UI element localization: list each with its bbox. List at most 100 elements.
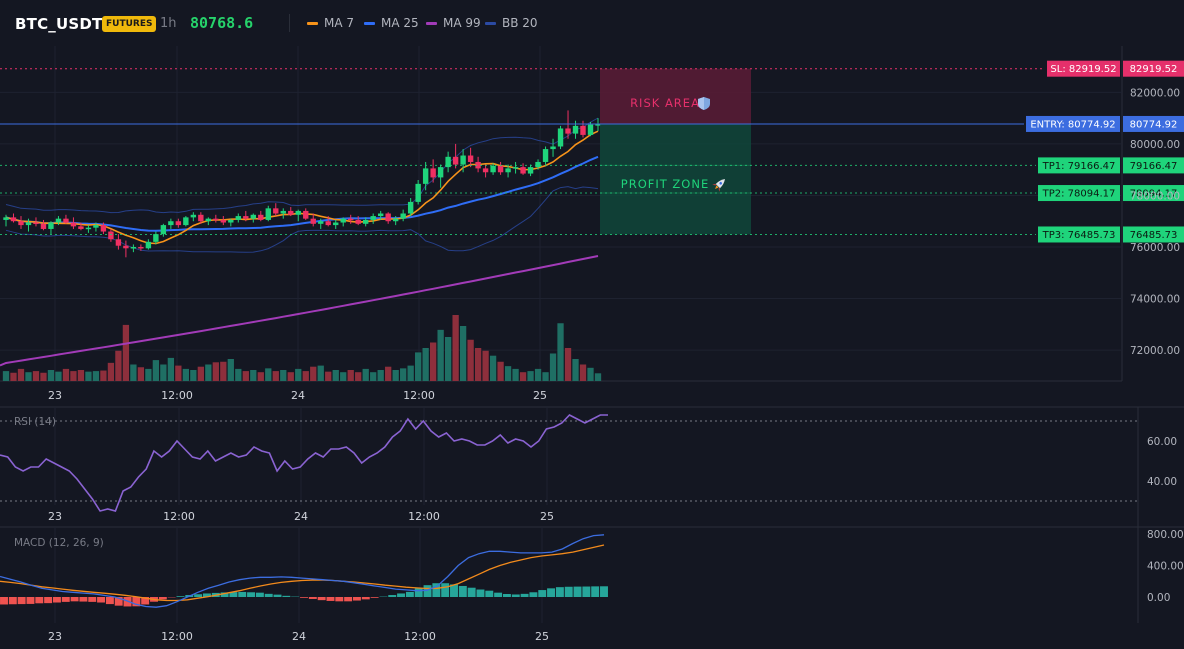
volume-bar: [250, 370, 257, 381]
volume-bar: [549, 353, 557, 381]
candle-body: [467, 155, 474, 162]
macd-hist-bar: [35, 597, 44, 604]
ma7-swatch-icon: [307, 21, 318, 25]
time-axis-macd[interactable]: 23 12:00 24 12:00 25: [48, 630, 549, 643]
tp3-tag[interactable]: TP3: 76485.73 76485.73: [1038, 226, 1184, 243]
time-tick: 24: [291, 389, 305, 402]
volume-bar: [122, 324, 130, 381]
macd-signal-line: [0, 544, 605, 602]
candle-body: [580, 125, 586, 135]
volume-bar: [527, 371, 534, 381]
macd-hist-bar: [326, 597, 335, 601]
volume-bar: [444, 337, 452, 381]
candle-body: [407, 201, 414, 214]
shield-icon: [698, 97, 710, 110]
volume-bar: [489, 355, 497, 381]
volume-bar: [25, 372, 32, 381]
tp2-tag[interactable]: TP2: 78094.17 78094.17: [1038, 185, 1184, 202]
macd-hist-bar: [538, 590, 547, 597]
candle-body: [40, 223, 47, 229]
macd-hist-bar: [547, 588, 556, 597]
tp1-tag[interactable]: TP1: 79166.47 79166.47: [1038, 157, 1184, 174]
legend-bb20[interactable]: BB 20: [485, 15, 538, 31]
legend-ma99[interactable]: MA 99: [426, 15, 481, 31]
time-tick: 12:00: [161, 630, 193, 643]
volume-bar: [295, 368, 302, 381]
sl-price: 82919.52: [1130, 64, 1178, 75]
entry-tag[interactable]: ENTRY: 80774.92 80774.92: [1026, 115, 1184, 132]
volume-bar: [534, 368, 542, 381]
time-axis-rsi[interactable]: 23 12:00 24 12:00 25: [48, 510, 554, 523]
macd-signal-path: [0, 544, 605, 602]
macd-hist-bar: [52, 597, 61, 603]
price-axis[interactable]: 82000.00 80000.00 78000.00 76000.00 7400…: [1130, 87, 1180, 357]
candle-body: [280, 210, 286, 214]
futures-badge: FUTURES: [102, 16, 157, 32]
volume-bar: [407, 365, 414, 381]
volume-bar: [317, 365, 324, 381]
macd-hist-bar: [502, 594, 511, 597]
candle-body: [520, 167, 526, 174]
volume-bar: [579, 364, 587, 381]
volume-bar: [115, 350, 122, 381]
candle-body: [213, 218, 219, 221]
volume-bar: [100, 370, 107, 381]
candle-body: [497, 165, 504, 173]
macd-hist-bar: [44, 597, 53, 604]
candle-body: [228, 219, 234, 223]
interval-label[interactable]: 1h: [160, 16, 177, 31]
macd-hist-bar: [273, 594, 282, 597]
macd-pane[interactable]: MACD (12, 26, 9) 800.00 400.00 0.00: [0, 529, 1184, 608]
macd-hist-bar: [397, 593, 406, 597]
macd-title: MACD (12, 26, 9): [14, 537, 104, 549]
macd-hist-bar: [220, 592, 229, 597]
macd-hist-bar: [141, 597, 150, 605]
sl-tag[interactable]: SL: 82919.52 82919.52: [1047, 60, 1184, 77]
last-price: 80768.6: [190, 14, 254, 32]
ma25-line: [5, 155, 599, 232]
macd-hist-bar: [423, 585, 432, 597]
tp2-label-box: [1038, 185, 1120, 202]
tp1-label-box: [1038, 157, 1120, 174]
rocket-icon: [712, 179, 725, 192]
volume-bar: [415, 352, 422, 381]
volume-bar: [107, 362, 115, 381]
bb-lower-line: [5, 186, 599, 253]
rsi-tick: 40.00: [1147, 476, 1177, 488]
macd-hist-bar: [441, 583, 450, 597]
macd-hist-bar: [158, 597, 167, 600]
candle-body: [595, 124, 601, 126]
legend-ma25[interactable]: MA 25: [364, 15, 419, 31]
time-tick: 12:00: [403, 389, 435, 402]
candle-body: [78, 226, 84, 229]
time-tick: 25: [535, 630, 549, 643]
macd-hist-bar: [361, 597, 370, 600]
macd-hist-bar: [61, 597, 70, 602]
candle-body: [18, 221, 24, 226]
volume-bar: [519, 372, 527, 381]
tp1-label: TP1: 79166.47: [1042, 161, 1116, 172]
candle-body: [512, 167, 519, 169]
time-axis-main[interactable]: 23 12:00 24 12:00 25: [48, 389, 547, 402]
candle-body: [250, 214, 256, 219]
volume-bar: [429, 342, 437, 381]
macd-hist-bar: [176, 596, 185, 597]
risk-area-label: RISK AREA: [630, 96, 700, 110]
candle-body: [452, 156, 459, 165]
rsi-pane[interactable]: RSI (14) 60.00 40.00: [0, 414, 1177, 512]
candles: [3, 110, 601, 258]
macd-hist-bar: [229, 592, 238, 597]
volume-bar: [137, 367, 145, 381]
candle-body: [310, 218, 316, 224]
macd-hist-bar: [247, 592, 256, 597]
macd-hist-bar: [17, 597, 26, 605]
candle-body: [183, 217, 189, 226]
volume-bar: [272, 371, 279, 381]
legend-ma7[interactable]: MA 7: [307, 15, 354, 31]
volume-bar: [32, 371, 40, 381]
symbol-name[interactable]: BTC_USDT: [15, 15, 103, 33]
candle-body: [115, 239, 122, 246]
candle-body: [422, 168, 429, 184]
rsi-title: RSI (14): [14, 416, 56, 428]
